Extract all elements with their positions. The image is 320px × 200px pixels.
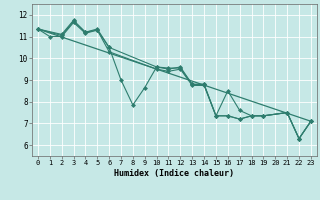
X-axis label: Humidex (Indice chaleur): Humidex (Indice chaleur) — [115, 169, 234, 178]
